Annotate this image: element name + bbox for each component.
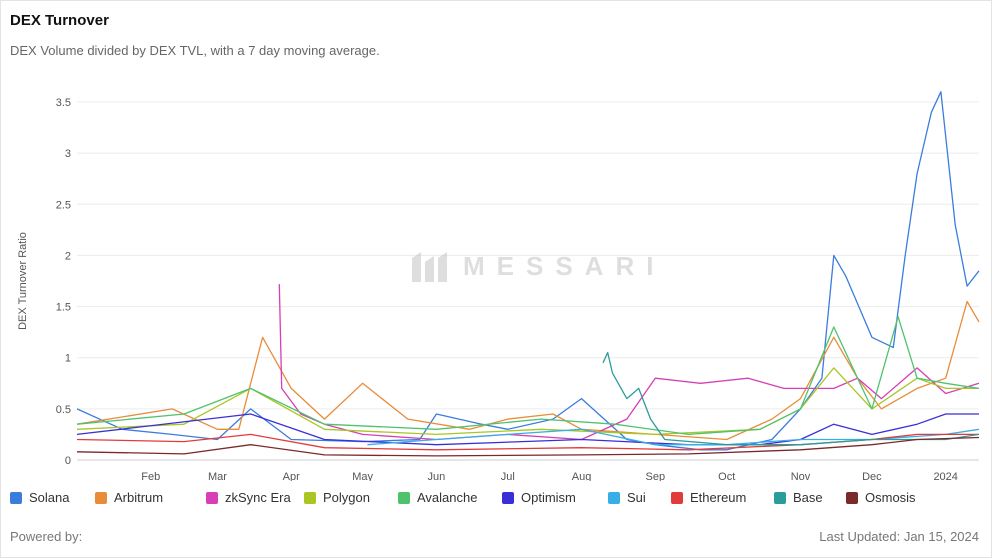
legend-label: zkSync Era bbox=[225, 490, 291, 505]
legend-swatch bbox=[95, 491, 107, 504]
watermark: MESSARI bbox=[409, 246, 654, 286]
legend-item-ethereum[interactable]: Ethereum bbox=[671, 490, 746, 505]
series-line-polygon bbox=[76, 367, 979, 436]
watermark-text: MESSARI bbox=[463, 251, 666, 281]
legend-label: Ethereum bbox=[690, 490, 747, 505]
legend-label: Osmosis bbox=[865, 490, 916, 505]
legend-swatch bbox=[398, 491, 410, 504]
legend-item-polygon[interactable]: Polygon bbox=[304, 490, 370, 505]
legend-label: Solana bbox=[29, 490, 70, 505]
legend-swatch bbox=[206, 491, 218, 504]
last-updated: Last Updated: Jan 15, 2024 bbox=[819, 529, 979, 544]
legend-label: Sui bbox=[627, 490, 646, 505]
x-tick-label: Feb bbox=[141, 471, 160, 481]
legend-item-avalanche[interactable]: Avalanche bbox=[398, 490, 477, 505]
y-tick-label: 0 bbox=[65, 455, 71, 467]
x-tick-label: Oct bbox=[718, 471, 735, 481]
legend-label: Base bbox=[793, 490, 823, 505]
legend-swatch bbox=[774, 491, 786, 504]
legend-item-solana[interactable]: Solana bbox=[10, 490, 69, 505]
series-line-arbitrum bbox=[76, 300, 980, 441]
x-tick-label: Aug bbox=[572, 471, 592, 481]
y-tick-label: 2 bbox=[65, 250, 71, 262]
x-tick-label: Jul bbox=[501, 471, 515, 481]
y-tick-label: 0.5 bbox=[56, 404, 71, 416]
y-tick-label: 1 bbox=[65, 353, 71, 365]
series-line-sui bbox=[367, 428, 980, 446]
legend-swatch bbox=[846, 491, 858, 504]
legend-item-sui[interactable]: Sui bbox=[608, 490, 646, 505]
x-tick-label: Apr bbox=[283, 471, 300, 481]
x-tick-label: 2024 bbox=[933, 471, 957, 481]
line-chart: 0 0.5 1 1.5 2 2.5 3 3.5 Feb Mar Apr May Jun Jul Aug Sep… bbox=[17, 91, 980, 481]
x-tick-label: Sep bbox=[646, 471, 666, 481]
legend-label: Avalanche bbox=[417, 490, 478, 505]
legend-swatch bbox=[502, 491, 514, 504]
y-tick-label: 1.5 bbox=[56, 302, 71, 314]
legend-label: Arbitrum bbox=[114, 490, 164, 505]
legend-item-base[interactable]: Base bbox=[774, 490, 823, 505]
powered-by: Powered by: bbox=[10, 529, 83, 544]
legend-label: Polygon bbox=[323, 490, 370, 505]
x-tick-label: May bbox=[352, 471, 373, 481]
legend-swatch bbox=[608, 491, 620, 504]
y-tick-label: 3.5 bbox=[56, 97, 71, 109]
chart-subtitle: DEX Volume divided by DEX TVL, with a 7 … bbox=[10, 43, 380, 58]
legend-swatch bbox=[10, 491, 22, 504]
series-line-ethereum bbox=[76, 433, 979, 451]
chart-title: DEX Turnover bbox=[10, 12, 109, 29]
legend-swatch bbox=[671, 491, 683, 504]
messari-logo-icon bbox=[412, 252, 447, 282]
series-line-zksync-era bbox=[278, 284, 980, 441]
legend-item-zksync-era[interactable]: zkSync Era bbox=[206, 490, 291, 505]
legend: Solana Arbitrum zkSync Era Polygon Avalanche… bbox=[10, 490, 985, 510]
series-line-avalanche bbox=[76, 316, 980, 436]
y-tick-label: 2.5 bbox=[56, 199, 71, 211]
y-tick-label: 3 bbox=[65, 148, 71, 160]
x-tick-label: Mar bbox=[208, 471, 227, 481]
legend-swatch bbox=[304, 491, 316, 504]
x-tick-label: Nov bbox=[791, 471, 811, 481]
x-tick-label: Jun bbox=[427, 471, 445, 481]
legend-item-optimism[interactable]: Optimism bbox=[502, 490, 576, 505]
x-tick-label: Dec bbox=[862, 471, 882, 481]
legend-item-osmosis[interactable]: Osmosis bbox=[846, 490, 916, 505]
y-axis-label: DEX Turnover Ratio bbox=[17, 232, 29, 330]
series-line-osmosis bbox=[76, 436, 980, 457]
series-line-base bbox=[602, 351, 980, 446]
legend-label: Optimism bbox=[521, 490, 576, 505]
legend-item-arbitrum[interactable]: Arbitrum bbox=[95, 490, 163, 505]
